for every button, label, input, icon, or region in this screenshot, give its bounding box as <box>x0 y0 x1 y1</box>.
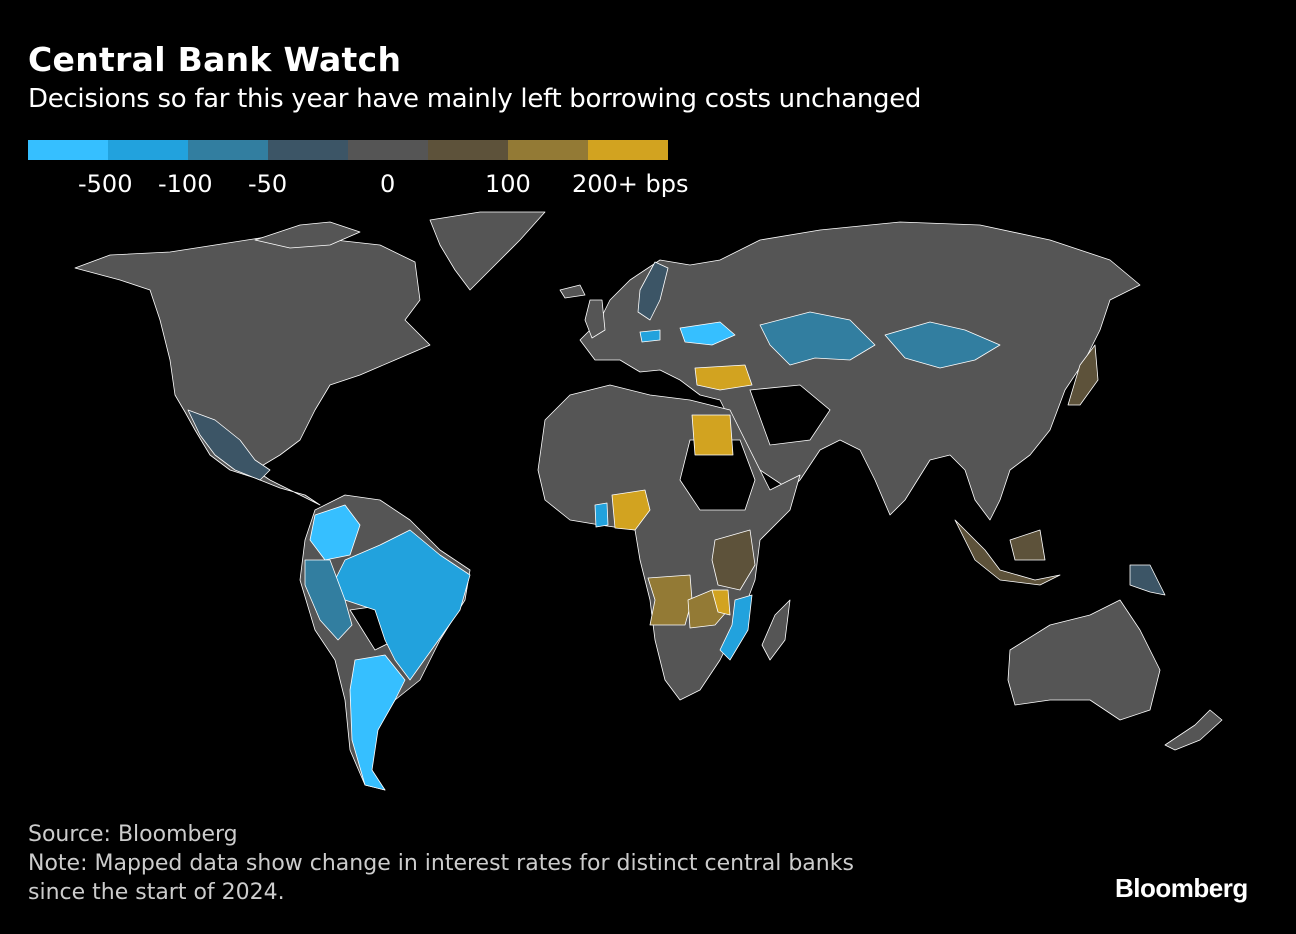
legend-label: 200+ bps <box>572 170 689 198</box>
country-peru <box>304 559 353 641</box>
country-tanzania <box>711 529 756 591</box>
no-data-region <box>679 439 756 511</box>
chart-title: Central Bank Watch <box>28 40 402 79</box>
legend-swatch <box>588 140 668 160</box>
chart-subtitle: Decisions so far this year have mainly l… <box>28 84 922 114</box>
country-highlights <box>187 261 1166 791</box>
new-zealand <box>1164 709 1223 751</box>
legend-label: 0 <box>380 170 396 198</box>
country-mongolia <box>884 321 1001 369</box>
greenland <box>429 211 546 291</box>
legend-label: -500 <box>78 170 133 198</box>
country-kazakhstan <box>759 311 876 366</box>
country-argentina <box>349 654 406 791</box>
country-papua-new-guinea <box>1129 564 1166 596</box>
footer-notes: Source: Bloomberg Note: Mapped data show… <box>28 820 854 907</box>
no-data-region <box>749 384 831 446</box>
madagascar <box>761 599 791 661</box>
country-japan <box>1067 344 1099 406</box>
legend-swatch <box>188 140 268 160</box>
bloomberg-logo: Bloomberg <box>1115 873 1248 903</box>
legend-swatch <box>268 140 348 160</box>
country-colombia <box>309 504 361 561</box>
legend-label: -50 <box>248 170 288 198</box>
legend-swatch <box>108 140 188 160</box>
legend-label: -100 <box>158 170 213 198</box>
iceland <box>559 284 586 299</box>
legend-swatch <box>508 140 588 160</box>
color-legend <box>28 140 668 160</box>
country-angola <box>647 574 693 626</box>
country-nigeria <box>611 489 651 531</box>
note-text: since the start of 2024. <box>28 880 285 905</box>
country-ukraine <box>679 321 736 346</box>
legend-swatch <box>428 140 508 160</box>
source-text: Source: Bloomberg <box>28 822 238 847</box>
note-text: Note: Mapped data show change in interes… <box>28 851 854 876</box>
country-ghana <box>594 502 609 528</box>
country-mexico <box>187 409 271 481</box>
country-malawi <box>711 589 731 616</box>
country-sweden <box>637 261 669 321</box>
legend-label: 100 <box>485 170 531 198</box>
legend-swatch <box>28 140 108 160</box>
country-brazil <box>334 529 471 681</box>
country-indonesia <box>954 519 1061 586</box>
country-egypt <box>691 414 734 456</box>
australia <box>1007 599 1161 721</box>
canada-islands <box>254 221 361 249</box>
country-turkey <box>694 364 753 391</box>
uk-ireland <box>584 299 606 339</box>
country-mozambique <box>719 594 753 661</box>
legend-swatch <box>348 140 428 160</box>
country-czechia <box>639 329 661 343</box>
